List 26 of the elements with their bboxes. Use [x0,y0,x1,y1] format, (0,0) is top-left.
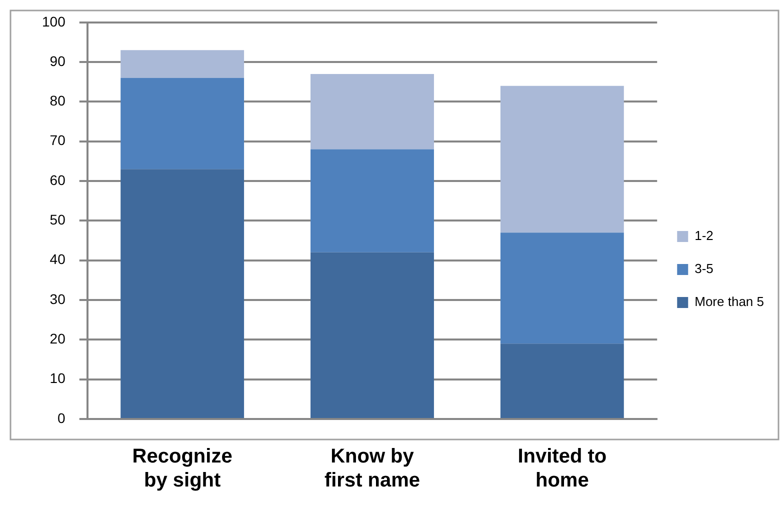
bar [120,78,244,170]
y-tick-label: 40 [50,251,66,268]
y-tick-label: 90 [50,52,66,69]
y-tick-label: 80 [50,92,66,109]
y-tick-label: 0 [58,410,66,426]
legend-label: 3-5 [694,261,714,276]
y-tick-label: 100 [42,13,66,30]
y-tick-label: 70 [50,132,66,148]
x-tick-label: Invited to home [518,446,607,492]
bar [120,50,244,78]
x-tick-label: Know by first name [324,446,420,492]
legend-label: 1-2 [694,228,714,244]
bar [310,74,434,150]
bar [120,169,244,418]
y-tick-label: 60 [50,172,66,188]
y-tick-label: 10 [50,370,66,386]
bar [310,252,434,418]
bar [500,232,624,344]
bar [310,149,434,252]
y-tick-label: 20 [50,330,66,347]
bar [500,86,624,233]
y-tick-label: 30 [50,290,66,307]
legend-label: More than 5 [694,294,764,310]
x-tick-label: Recognize by sight [132,446,232,492]
bar [500,344,624,418]
y-tick-label: 50 [50,212,66,228]
